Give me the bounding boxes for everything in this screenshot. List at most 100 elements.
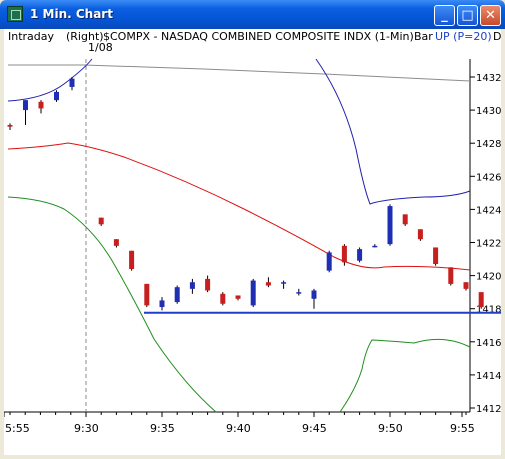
candle [7, 123, 13, 130]
candle-body [54, 91, 59, 101]
indicator-label: UP (P=20) [435, 30, 492, 43]
band-green-lower-line [339, 338, 471, 413]
x-axis-ticks: 5:55 9:30 9:35 9:40 9:45 9:50 9:55 [4, 412, 475, 435]
y-tick-label: 1422 [476, 239, 501, 250]
candle [311, 288, 317, 309]
candle-body [205, 278, 211, 291]
y-tick-label: 1416 [476, 338, 501, 349]
candle [296, 288, 302, 296]
y-tick-label: 1418 [476, 305, 501, 316]
minimize-button[interactable]: _ [434, 5, 455, 26]
date-marker: 1/08 [88, 41, 113, 54]
candle-body [478, 292, 484, 308]
candle-body [159, 300, 165, 308]
candle [387, 204, 393, 246]
axis-label: (Right) [66, 30, 104, 43]
candle [174, 285, 180, 304]
candle-body [98, 217, 104, 225]
candle [463, 282, 469, 291]
candle-body [372, 245, 378, 248]
candle-body [357, 249, 363, 261]
candle [478, 292, 484, 309]
candle-body [387, 206, 393, 245]
y-tick-label: 1426 [476, 172, 501, 183]
candle-body [235, 295, 241, 299]
price-chart[interactable]: 1/08 1432 1430 1428 1426 1424 1422 1420 1418 141… [4, 29, 501, 455]
candle-body [23, 100, 28, 111]
candle-body [281, 282, 287, 284]
x-tick-label: 9:55 [450, 422, 475, 435]
band-gray-line [8, 64, 471, 82]
y-tick-label: 1420 [476, 272, 501, 283]
candle-body [220, 293, 226, 304]
candle [417, 229, 423, 241]
candle [205, 275, 211, 293]
candle [113, 239, 119, 248]
candle [372, 244, 378, 248]
candle-body [38, 101, 44, 109]
candle-body [448, 267, 454, 284]
candle-body [265, 282, 271, 286]
title-bar[interactable]: 1 Min. Chart _ □ ✕ [0, 0, 505, 29]
candle [220, 292, 226, 306]
candle [402, 214, 408, 226]
extra-label: D [493, 30, 502, 43]
candle-body [463, 282, 469, 289]
y-tick-label: 1412 [476, 404, 501, 415]
candle-body [417, 229, 423, 240]
close-button[interactable]: ✕ [480, 5, 501, 26]
candle-body [311, 290, 317, 299]
candle [357, 247, 363, 263]
period-label: Intraday [8, 30, 55, 43]
x-tick-label: 9:40 [226, 422, 251, 435]
candle-body [402, 214, 408, 225]
candle [38, 100, 44, 114]
candle-body [433, 247, 439, 265]
band-blue-right-line [315, 58, 471, 205]
candle-body [341, 245, 347, 263]
window-title: 1 Min. Chart [30, 7, 113, 21]
candle [341, 244, 347, 266]
candle [265, 277, 271, 288]
chart-app-icon[interactable] [7, 6, 23, 22]
band-blue-upper-line [7, 58, 93, 102]
x-tick-label: 9:35 [150, 422, 175, 435]
y-tick-label: 1428 [476, 139, 501, 150]
chart-client-area: Intraday (Right) $COMPX - NASDAQ COMBINE… [4, 29, 501, 455]
candle-body [174, 287, 180, 303]
candle-body [326, 252, 332, 271]
y-tick-label: 1424 [476, 205, 501, 216]
x-tick-label: 9:50 [378, 422, 403, 435]
candle [69, 77, 75, 91]
candle [54, 90, 59, 102]
candle [159, 297, 165, 311]
candle [448, 267, 454, 286]
candle [250, 278, 256, 308]
y-tick-label: 1430 [476, 106, 501, 117]
style-label: Bar [414, 30, 433, 43]
chart-info-bar: Intraday (Right) $COMPX - NASDAQ COMBINE… [4, 29, 501, 45]
candle-body [7, 124, 13, 127]
candle [281, 280, 287, 289]
candle-body [129, 250, 135, 269]
maximize-button[interactable]: □ [457, 5, 478, 26]
candle-body [189, 282, 195, 289]
band-red-line [7, 142, 471, 271]
x-tick-label: 9:30 [74, 422, 99, 435]
candle-body [144, 283, 150, 306]
candle-body [250, 280, 256, 306]
y-axis-ticks: 1432 1430 1428 1426 1424 1422 1420 1418 1416 1414… [470, 73, 501, 415]
candle [433, 247, 439, 266]
candle [235, 295, 241, 301]
candle-body [69, 78, 75, 87]
x-tick-label: 5:55 [5, 422, 30, 435]
x-tick-label: 9:45 [302, 422, 327, 435]
candle-body [113, 239, 119, 246]
y-tick-label: 1414 [476, 371, 501, 382]
candle-body [296, 292, 302, 294]
y-tick-label: 1432 [476, 73, 501, 84]
symbol-label: $COMPX - NASDAQ COMBINED COMPOSITE INDX … [103, 30, 414, 43]
candle [129, 250, 135, 271]
candle [144, 283, 150, 308]
